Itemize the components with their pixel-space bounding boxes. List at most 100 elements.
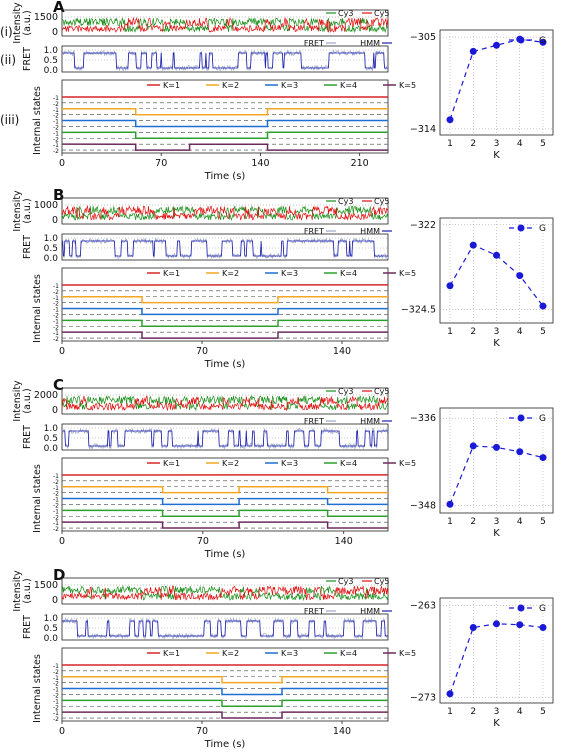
states-ytick: -1 — [53, 283, 59, 290]
state-path-k5 — [61, 331, 388, 339]
intensity-ylabel-line1: Intensity — [12, 2, 23, 44]
states-ytick: -2 — [53, 502, 59, 509]
model-xtick-label: 1 — [447, 139, 453, 149]
states-ytick: -1 — [53, 119, 59, 126]
model-xlabel: K — [493, 718, 500, 729]
fret-legend-label: FRET — [304, 417, 324, 426]
intensity-ylabel-line1: Intensity — [12, 190, 23, 232]
model-xtick-label: 5 — [540, 327, 546, 337]
fret-frame — [61, 45, 389, 73]
states-frame — [61, 457, 389, 532]
intensity-ytick: 0 — [52, 27, 58, 38]
intensity-ylabel-line2: (a.u.) — [22, 10, 33, 35]
fret-ytick: 1.0 — [44, 424, 59, 434]
states-ytick: -2 — [53, 113, 59, 120]
model-legend-label: G — [539, 414, 546, 424]
states-legend-label: K=5 — [399, 81, 416, 90]
intensity-frame — [61, 9, 389, 37]
model-point-k4 — [516, 621, 524, 629]
model-ytick-label: −263 — [410, 600, 436, 611]
time-tick-label: 210 — [351, 158, 369, 169]
model-xtick-label: 3 — [494, 707, 500, 717]
fret-ytick: 0.5 — [44, 624, 58, 634]
model-xtick-label: 1 — [447, 707, 453, 717]
model-point-k3 — [493, 251, 500, 259]
panel-roman-label: (iii) — [0, 113, 19, 127]
cy5-trace — [61, 16, 389, 33]
model-point-k1 — [446, 500, 454, 508]
model-xtick-label: 5 — [540, 139, 546, 149]
intensity-legend-label: Cy5 — [374, 9, 389, 18]
states-legend-label: K=1 — [163, 649, 180, 658]
model-legend-marker — [517, 224, 525, 232]
state-path-k5 — [61, 711, 388, 719]
intensity-ytick: 1500 — [34, 12, 58, 23]
fret-ytick: 0.5 — [44, 56, 58, 66]
fret-ytick: 0.0 — [44, 444, 59, 454]
cy5-trace — [61, 204, 389, 221]
states-ytick: -2 — [53, 136, 59, 143]
state-path-k5 — [61, 521, 388, 529]
intensity-ytick: 0 — [52, 595, 58, 606]
model-point-k5 — [539, 454, 547, 462]
fret-ytick: 0.5 — [44, 244, 58, 254]
states-legend-label: K=1 — [163, 459, 180, 468]
states-ytick: -1 — [53, 698, 59, 705]
states-legend-label: K=5 — [399, 459, 416, 468]
states-ytick: -1 — [53, 330, 59, 337]
state-path-k2 — [61, 676, 388, 684]
state-path-k2 — [61, 486, 388, 494]
states-ytick: -2 — [53, 692, 59, 699]
hmm-trace — [62, 52, 388, 69]
cy5-trace — [61, 395, 389, 412]
model-point-k2 — [469, 241, 477, 249]
fret-ytick: 0.0 — [44, 634, 59, 644]
states-ytick: -1 — [53, 663, 59, 670]
states-ytick: -2 — [53, 479, 59, 486]
model-xtick-label: 2 — [470, 139, 476, 149]
model-point-k4 — [516, 448, 524, 456]
time-tick-label: 0 — [59, 346, 65, 357]
fret-ylabel-text: FRET — [22, 235, 33, 259]
time-axis-label: Time (s) — [204, 171, 246, 182]
states-ytick: -2 — [53, 101, 59, 108]
hmm-trace — [62, 620, 388, 637]
states-legend-label: K=4 — [340, 459, 357, 468]
panel-roman-label: (i) — [0, 25, 13, 39]
cy3-trace — [61, 584, 389, 602]
model-ytick-label: −348 — [410, 501, 436, 512]
fret-ytick: 0.0 — [44, 66, 59, 76]
state-path-k4 — [61, 131, 388, 140]
panel-letter: C — [53, 376, 64, 394]
intensity-ylabel: Intensity (a.u.) — [12, 570, 33, 612]
states-legend-label: K=4 — [340, 81, 357, 90]
intensity-ylabel: Intensity (a.u.) — [12, 190, 33, 232]
states-ytick: -1 — [53, 497, 59, 504]
model-point-k1 — [446, 282, 454, 290]
time-tick-label: 140 — [335, 536, 353, 547]
model-point-k2 — [469, 47, 477, 55]
model-legend-label: G — [539, 224, 546, 234]
states-ytick: -2 — [53, 289, 59, 296]
model-xtick-label: 4 — [517, 707, 523, 717]
fret-legend-label: FRET — [304, 227, 324, 236]
state-path-k2 — [61, 296, 388, 304]
states-legend-label: K=2 — [222, 269, 239, 278]
time-axis-label: Time (s) — [204, 359, 246, 370]
states-legend-label: K=2 — [222, 649, 239, 658]
states-legend-label: K=1 — [163, 269, 180, 278]
states-legend-label: K=5 — [399, 269, 416, 278]
time-tick-label: 140 — [333, 346, 351, 357]
hmm-trace — [62, 430, 388, 447]
fret-frame — [61, 233, 389, 261]
model-xlabel: K — [493, 150, 500, 161]
states-legend-label: K=2 — [222, 81, 239, 90]
state-path-k4 — [61, 509, 388, 518]
model-point-k3 — [493, 41, 500, 49]
model-point-k4 — [516, 272, 524, 280]
model-xtick-label: 1 — [447, 517, 453, 527]
